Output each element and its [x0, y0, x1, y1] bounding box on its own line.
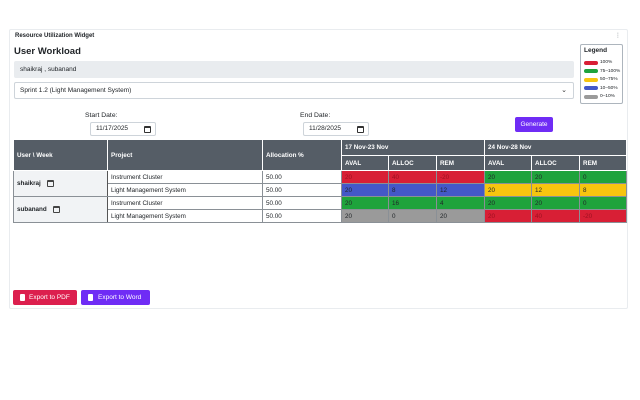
legend-swatch — [584, 69, 598, 73]
user-cell: shaikraj — [13, 170, 108, 197]
header-allocation: Allocation % — [262, 139, 342, 171]
legend-item: 75–100% — [584, 68, 620, 75]
export-pdf-button[interactable]: Export to PDF — [13, 290, 77, 305]
user-name: subanand — [17, 206, 47, 213]
week2-cell: 20 — [484, 209, 533, 223]
calendar-icon[interactable] — [46, 180, 54, 187]
week1-cell: -20 — [435, 170, 486, 184]
legend-item: 10–50% — [584, 85, 618, 92]
header-alloc: ALLOC — [531, 155, 581, 171]
legend-item: 50–75% — [584, 76, 618, 83]
legend: Legend 100% 75–100% 50–75% 10–50% 0–10% — [580, 44, 623, 104]
week1-cell: 20 — [341, 196, 389, 210]
legend-swatch — [584, 77, 598, 82]
generate-button[interactable]: Generate — [515, 117, 553, 132]
end-date-label: End Date: — [300, 112, 331, 119]
start-date-label: Start Date: — [85, 112, 118, 119]
end-date-value: 11/28/2025 — [309, 125, 342, 132]
header-week-2: 24 Nov-28 Nov — [484, 139, 628, 156]
document-icon — [20, 294, 25, 301]
legend-label: 50–75% — [600, 77, 618, 82]
calendar-icon[interactable] — [144, 126, 151, 133]
legend-swatch — [584, 60, 598, 65]
legend-swatch — [584, 94, 598, 99]
resource-utilization-widget: Resource Utilization Widget ⋮ User Workl… — [9, 29, 628, 309]
table-row: subanand Instrument Cluster 50.00 20 16 4 20 20… — [13, 196, 628, 223]
week2-cell: -20 — [579, 209, 628, 223]
week2-cell: 0 — [579, 170, 628, 184]
project-cell: Instrument Cluster — [107, 170, 263, 184]
sprint-select[interactable]: Sprint 1.2 (Light Management System) ⌄ — [14, 82, 574, 99]
export-word-button[interactable]: Export to Word — [81, 290, 150, 305]
header-rem: REM — [579, 155, 628, 171]
week1-cell: 4 — [435, 196, 486, 210]
legend-label: 75–100% — [600, 68, 621, 74]
legend-label: 100% — [600, 60, 613, 65]
week1-cell: 8 — [388, 183, 437, 197]
calendar-icon[interactable] — [357, 126, 364, 133]
allocation-input[interactable]: 50.00 — [262, 170, 342, 184]
week2-cell: 20 — [484, 196, 533, 210]
user-name: shaikraj — [17, 180, 41, 187]
export-word-label: Export to Word — [98, 294, 142, 301]
week2-cell: 20 — [531, 170, 581, 184]
week1-cell: 20 — [435, 209, 486, 223]
calendar-icon[interactable] — [52, 206, 60, 213]
users-multiselect[interactable]: shaikraj , subanand — [14, 61, 574, 78]
week2-cell: 8 — [579, 183, 628, 197]
header-week-1: 17 Nov-23 Nov — [340, 139, 486, 156]
legend-label: 10–50% — [600, 85, 618, 91]
header-aval: AVAL — [341, 155, 389, 171]
week1-cell: 20 — [341, 183, 389, 197]
project-cell: Light Management System — [107, 183, 263, 197]
week1-cell: 0 — [388, 209, 437, 223]
header-alloc: ALLOC — [388, 155, 437, 171]
user-cell: subanand — [13, 196, 108, 223]
legend-item: 100% — [584, 59, 612, 66]
week1-cell: 20 — [341, 209, 389, 223]
week2-cell: 20 — [531, 196, 581, 210]
week2-cell: 12 — [531, 183, 581, 197]
workload-table: User \ Week Project Allocation % 17 Nov-… — [13, 139, 628, 223]
legend-label: 0–10% — [600, 94, 615, 99]
document-icon — [88, 294, 93, 301]
table-row: shaikraj Instrument Cluster 50.00 20 40 -20 20… — [13, 170, 628, 197]
week2-cell: 20 — [484, 170, 533, 184]
page-title: User Workload — [14, 46, 81, 57]
header-aval: AVAL — [484, 155, 533, 171]
allocation-input[interactable]: 50.00 — [262, 209, 342, 223]
week1-cell: 40 — [388, 170, 437, 184]
week1-cell: 16 — [388, 196, 437, 210]
table-row: Light Management System 50.00 20 0 20 20 40 -20 — [14, 209, 628, 223]
widget-title: Resource Utilization Widget — [15, 33, 95, 39]
start-date-input[interactable]: 11/17/2025 — [90, 122, 156, 136]
week1-cell: 20 — [341, 170, 389, 184]
legend-title: Legend — [584, 47, 608, 54]
header-rem: REM — [435, 155, 486, 171]
legend-swatch — [584, 86, 598, 90]
week2-cell: 20 — [484, 183, 533, 197]
allocation-input[interactable]: 50.00 — [262, 196, 342, 210]
export-pdf-label: Export to PDF — [29, 294, 70, 301]
header-project: Project — [107, 139, 263, 171]
week2-cell: 0 — [579, 196, 628, 210]
end-date-input[interactable]: 11/28/2025 — [303, 122, 369, 136]
week2-cell: 40 — [531, 209, 581, 223]
project-cell: Light Management System — [107, 209, 263, 223]
legend-item: 0–10% — [584, 93, 615, 100]
project-cell: Instrument Cluster — [107, 196, 263, 210]
header-user-week: User \ Week — [13, 139, 108, 171]
week1-cell: 12 — [435, 183, 486, 197]
start-date-value: 11/17/2025 — [96, 125, 129, 132]
sprint-select-value: Sprint 1.2 (Light Management System) — [20, 87, 132, 94]
allocation-input[interactable]: 50.00 — [262, 183, 342, 197]
kebab-icon[interactable]: ⋮ — [615, 33, 621, 39]
chevron-down-icon: ⌄ — [561, 87, 567, 94]
